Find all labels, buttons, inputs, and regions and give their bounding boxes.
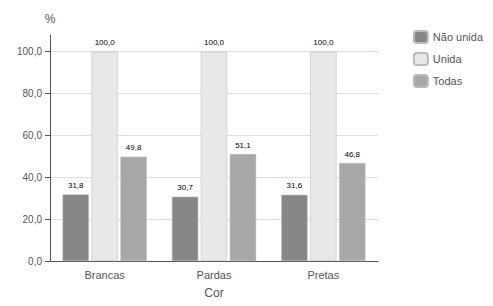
svg-text:Não unida: Não unida (433, 31, 484, 43)
svg-text:31,8: 31,8 (68, 181, 84, 190)
svg-text:Cor: Cor (204, 286, 223, 300)
svg-text:Unida: Unida (433, 53, 463, 65)
svg-text:Pretas: Pretas (307, 269, 339, 281)
svg-text:100,0: 100,0 (17, 46, 42, 57)
svg-text:60,0: 60,0 (23, 130, 43, 141)
svg-text:100,0: 100,0 (204, 38, 225, 47)
svg-text:Brancas: Brancas (84, 269, 125, 281)
svg-text:31,6: 31,6 (287, 181, 303, 190)
svg-text:Pardas: Pardas (197, 269, 232, 281)
svg-text:40,0: 40,0 (23, 172, 43, 183)
svg-text:46,8: 46,8 (344, 150, 360, 159)
svg-text:49,8: 49,8 (126, 143, 142, 152)
svg-text:30,7: 30,7 (177, 183, 193, 192)
svg-text:80,0: 80,0 (23, 88, 43, 99)
svg-text:0,0: 0,0 (28, 256, 42, 267)
svg-text:100,0: 100,0 (313, 38, 334, 47)
svg-text:51,1: 51,1 (235, 141, 251, 150)
svg-text:100,0: 100,0 (95, 38, 116, 47)
svg-text:Todas: Todas (433, 75, 463, 87)
svg-text:20,0: 20,0 (23, 214, 43, 225)
svg-text:%: % (45, 12, 56, 26)
